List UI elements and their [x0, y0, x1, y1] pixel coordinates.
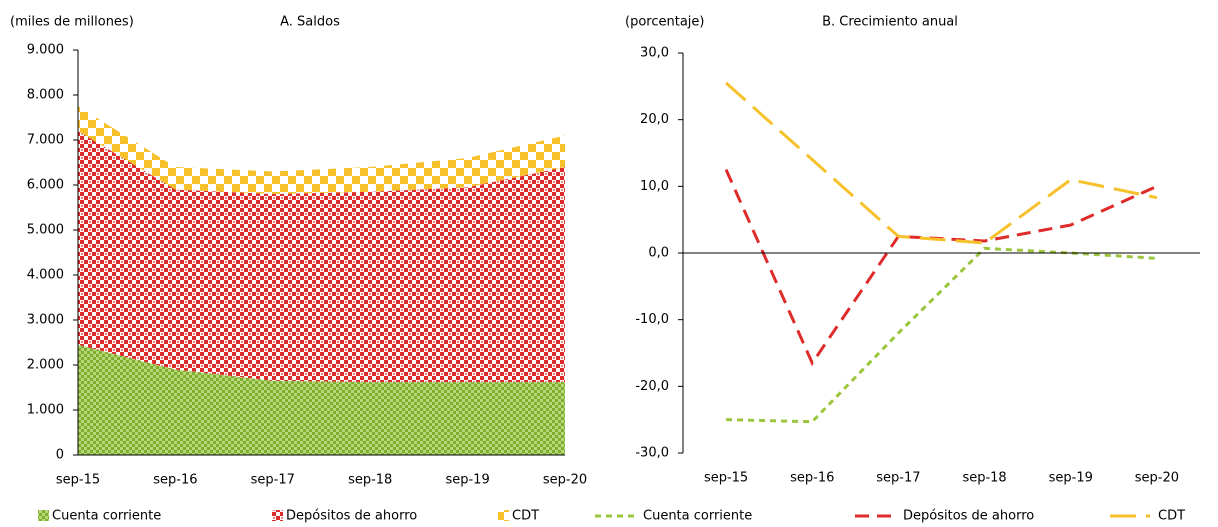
y-tick-label: -30,0: [635, 446, 669, 461]
x-tick-label: sep-15: [704, 471, 748, 486]
x-tick-label: sep-18: [962, 471, 1006, 486]
legend-label: Cuenta corriente: [643, 509, 752, 524]
area: [78, 344, 565, 455]
x-tick-label: sep-19: [1049, 471, 1093, 486]
legend-swatch: [38, 510, 49, 521]
y-tick-label: 0,0: [648, 246, 669, 261]
y-tick-label: -10,0: [635, 312, 669, 327]
x-tick-label: sep-20: [543, 473, 587, 488]
x-tick-label: sep-15: [56, 473, 100, 488]
y-tick-label: 9.000: [27, 43, 64, 58]
y-tick-label: 4.000: [27, 268, 64, 283]
x-tick-label: sep-17: [251, 473, 295, 488]
legend-label: Depósitos de ahorro: [286, 509, 417, 524]
y-tick-label: 10,0: [640, 179, 669, 194]
x-tick-label: sep-17: [876, 471, 920, 486]
x-tick-label: sep-16: [790, 471, 834, 486]
y-tick-label: 5.000: [27, 223, 64, 238]
y-tick-label: 2.000: [27, 358, 64, 373]
y-tick-label: -20,0: [635, 379, 669, 394]
y-tick-label: 30,0: [640, 46, 669, 61]
y-tick-label: 8.000: [27, 88, 64, 103]
chart-title: A. Saldos: [280, 15, 340, 30]
line: [724, 169, 1158, 367]
legend-label: Depósitos de ahorro: [903, 509, 1034, 524]
y-tick-label: 6.000: [27, 178, 64, 193]
legend-label: Cuenta corriente: [52, 509, 161, 524]
y-tick-label: 1.000: [27, 403, 64, 418]
y-tick-label: 20,0: [640, 112, 669, 127]
legend-swatch: [498, 510, 509, 521]
x-tick-label: sep-16: [153, 473, 197, 488]
area: [78, 106, 565, 194]
x-tick-label: sep-19: [445, 473, 489, 488]
legend-label: CDT: [512, 509, 539, 524]
y-axis-label: (miles de millones): [10, 15, 134, 30]
legend-swatch: [272, 510, 283, 521]
x-tick-label: sep-18: [348, 473, 392, 488]
chart-title: B. Crecimiento anual: [822, 15, 958, 30]
area: [78, 131, 565, 383]
x-tick-label: sep-20: [1135, 471, 1179, 486]
y-axis-label: (porcentaje): [625, 15, 704, 30]
y-tick-label: 7.000: [27, 133, 64, 148]
y-tick-label: 3.000: [27, 313, 64, 328]
legend-label: CDT: [1158, 509, 1185, 524]
line: [726, 246, 1158, 424]
line: [725, 81, 1158, 245]
y-tick-label: 0: [56, 448, 64, 463]
